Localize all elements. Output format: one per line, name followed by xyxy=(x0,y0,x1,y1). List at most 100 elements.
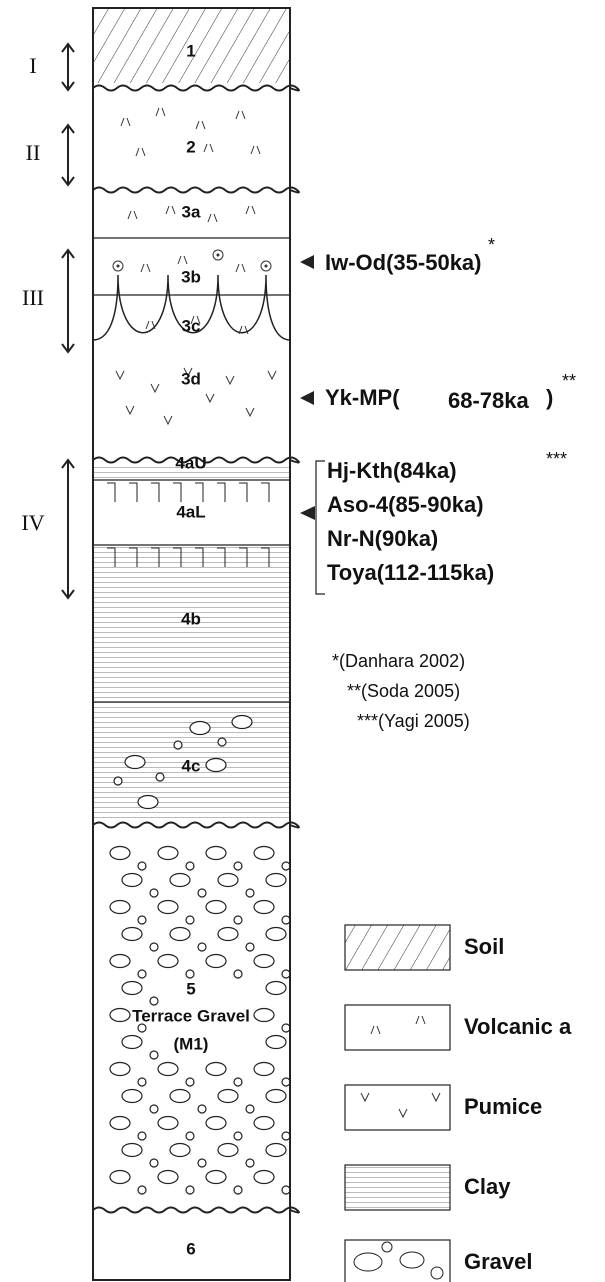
gravel-clast xyxy=(122,874,142,887)
gravel-clast xyxy=(232,716,252,729)
gravel-clast xyxy=(110,1171,130,1184)
gravel-clast xyxy=(110,901,130,914)
gravel-clast xyxy=(174,741,182,749)
gravel-clast xyxy=(234,862,242,870)
pumice-mark xyxy=(116,371,124,379)
pumice-clast xyxy=(265,265,268,268)
layer-label: 5 xyxy=(186,979,195,998)
gravel-clast xyxy=(266,1036,286,1049)
legend-swatch xyxy=(345,1085,450,1130)
gravel-clast xyxy=(138,970,146,978)
pointer-arrow xyxy=(300,506,315,520)
tick-mark xyxy=(195,483,203,502)
gravel-clast xyxy=(186,1078,194,1086)
tick-mark xyxy=(239,483,247,502)
gravel-clast xyxy=(282,862,290,870)
gravel-clast xyxy=(431,1267,443,1279)
tephra-note: *** xyxy=(546,449,567,469)
pumice-clast xyxy=(217,254,220,257)
tephra-note: * xyxy=(488,235,495,255)
pumice-mark xyxy=(246,408,254,416)
layer-label: 4aL xyxy=(176,502,205,521)
reference: ***(Yagi 2005) xyxy=(357,711,470,731)
layer-label: 6 xyxy=(186,1239,195,1258)
gravel-clast xyxy=(150,1105,158,1113)
ash-mark xyxy=(246,206,255,214)
layer-label: 3c xyxy=(182,316,201,335)
gravel-clast xyxy=(158,1171,178,1184)
tephra-item: Toya(112-115ka) xyxy=(327,560,494,585)
double-arrow xyxy=(62,44,74,90)
layer-label: 3a xyxy=(182,202,201,221)
gravel-clast xyxy=(138,862,146,870)
gravel-clast xyxy=(266,1144,286,1157)
ash-mark xyxy=(196,121,205,129)
pumice-mark xyxy=(151,384,159,392)
unit-numeral: IV xyxy=(21,510,44,535)
gravel-clast xyxy=(382,1242,392,1252)
legend-label: Pumice xyxy=(464,1094,542,1119)
reference: **(Soda 2005) xyxy=(347,681,460,701)
tephra-item: Nr-N(90ka) xyxy=(327,526,438,551)
gravel-clast xyxy=(218,874,238,887)
pumice-mark xyxy=(126,406,134,414)
gravel-clast xyxy=(150,1051,158,1059)
gravel-clast xyxy=(158,901,178,914)
gravel-clast xyxy=(198,889,206,897)
double-arrow xyxy=(62,250,74,352)
gravel-clast xyxy=(110,1117,130,1130)
gravel-clast xyxy=(254,1009,274,1022)
gravel-clast xyxy=(206,1063,226,1076)
layer-label: 3d xyxy=(181,369,201,388)
group-bracket xyxy=(316,461,325,594)
gravel-clast xyxy=(122,1144,142,1157)
gravel-clast xyxy=(198,1105,206,1113)
gravel-clast xyxy=(170,1144,190,1157)
clay-fill xyxy=(93,545,290,825)
gravel-clast xyxy=(282,1132,290,1140)
terrace-name: Terrace Gravel xyxy=(132,1006,250,1025)
layer-label: 4aU xyxy=(175,453,206,472)
gravel-clast xyxy=(186,970,194,978)
gravel-clast xyxy=(400,1252,424,1268)
terrace-code: (M1) xyxy=(174,1034,209,1053)
pumice-mark xyxy=(164,416,172,424)
pumice-mark xyxy=(268,371,276,379)
column-patterns xyxy=(62,8,450,1282)
gravel-clast xyxy=(282,1024,290,1032)
gravel-clast xyxy=(254,1171,274,1184)
gravel-clast xyxy=(198,943,206,951)
tick-mark xyxy=(129,483,137,502)
gravel-clast xyxy=(254,1117,274,1130)
pumice-clast xyxy=(117,265,120,268)
gravel-clast xyxy=(170,874,190,887)
layer-label: 4c xyxy=(182,756,201,775)
reference: *(Danhara 2002) xyxy=(332,651,465,671)
tick-mark xyxy=(217,483,225,502)
ash-mark xyxy=(251,146,260,154)
layer-label: 2 xyxy=(186,137,195,156)
pointer-arrow xyxy=(300,391,314,405)
gravel-clast xyxy=(254,847,274,860)
ash-mark xyxy=(128,211,137,219)
tephra-close: ) xyxy=(546,385,553,410)
gravel-clast xyxy=(122,982,142,995)
gravel-clast xyxy=(234,970,242,978)
gravel-clast xyxy=(138,796,158,809)
gravel-clast xyxy=(125,756,145,769)
ash-mark xyxy=(204,144,213,152)
tick-mark xyxy=(151,483,159,502)
gravel-clast xyxy=(190,722,210,735)
gravel-clast xyxy=(138,1078,146,1086)
tick-mark xyxy=(173,483,181,502)
ash-mark xyxy=(136,148,145,156)
gravel-clast xyxy=(158,1063,178,1076)
gravel-clast xyxy=(156,773,164,781)
gravel-clast xyxy=(254,1063,274,1076)
legend-label: Gravel xyxy=(464,1249,533,1274)
gravel-clast xyxy=(234,916,242,924)
gravel-clast xyxy=(218,928,238,941)
tick-mark xyxy=(261,483,269,502)
pointer-arrow xyxy=(300,255,314,269)
gravel-clast xyxy=(234,1078,242,1086)
